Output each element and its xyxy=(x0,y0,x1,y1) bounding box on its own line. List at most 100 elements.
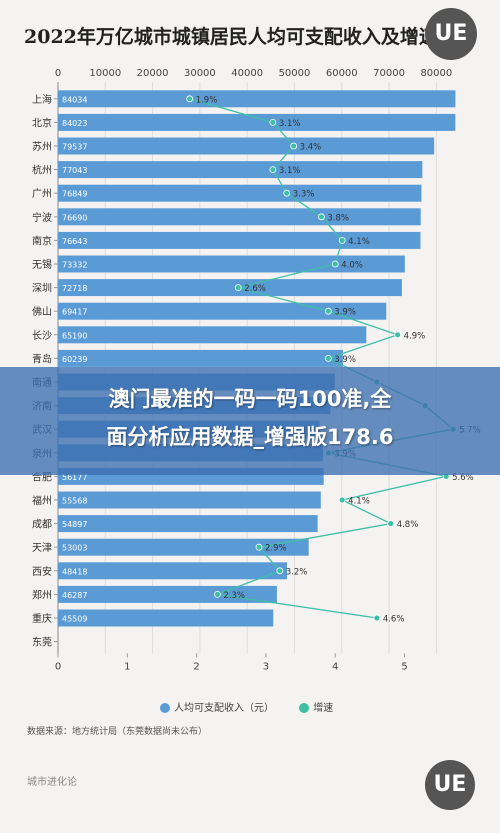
x-top-tick-label: 0 xyxy=(55,68,61,79)
growth-point-label: 2.3% xyxy=(223,591,245,601)
income-bar xyxy=(58,585,277,603)
income-bar xyxy=(58,326,367,344)
chart-title: 2022年万亿城市城镇居民人均可支配收入及增速 xyxy=(24,26,438,48)
income-bar xyxy=(58,184,422,202)
y-category-label: 重庆 xyxy=(32,612,52,625)
growth-point-label: 4.0% xyxy=(341,261,363,271)
growth-point-label: 2.9% xyxy=(265,544,287,554)
income-bar xyxy=(58,279,402,297)
x-top-tick-label: 20000 xyxy=(137,68,169,79)
brand-logo-bottom: UE xyxy=(425,760,475,810)
income-bar xyxy=(58,515,318,533)
y-category-label: 深圳 xyxy=(32,283,52,295)
income-bar-label: 77043 xyxy=(62,166,87,175)
x-bottom-tick-label: 3 xyxy=(263,661,269,672)
y-category-label: 青岛 xyxy=(32,352,52,365)
growth-point-label: 5.6% xyxy=(452,473,474,483)
growth-point xyxy=(324,307,332,315)
y-category-label: 福州 xyxy=(32,494,52,507)
growth-point xyxy=(324,354,332,362)
growth-point xyxy=(269,166,277,174)
y-category-label: 上海 xyxy=(32,93,52,106)
income-bar-label: 45509 xyxy=(62,615,87,624)
y-category-label: 成都 xyxy=(32,519,52,531)
x-top-tick-label: 10000 xyxy=(89,68,121,79)
x-bottom-tick-label: 4 xyxy=(332,661,338,672)
income-bar-label: 79537 xyxy=(62,143,87,152)
banner-line-1: 澳门最准的一码一码100准,全 xyxy=(108,387,392,411)
y-category-label: 佛山 xyxy=(32,305,52,318)
income-bar-label: 60239 xyxy=(62,355,87,364)
growth-point xyxy=(338,496,346,504)
growth-point xyxy=(214,591,221,598)
income-bar xyxy=(58,609,274,627)
overlay-banner-text: 澳门最准的一码一码100准,全 面分析应用数据_增强版178.6 xyxy=(0,380,500,456)
growth-point xyxy=(338,236,346,244)
legend-growth-label: 增速 xyxy=(313,703,334,714)
income-bar-label: 55568 xyxy=(62,497,87,506)
x-top-tick-label: 30000 xyxy=(184,68,216,79)
income-bar-label: 48418 xyxy=(62,567,87,576)
legend-income-label: 人均可支配收入（元） xyxy=(174,703,274,714)
y-category-label: 宁波 xyxy=(32,211,52,224)
growth-point xyxy=(394,331,402,339)
income-bar xyxy=(58,137,435,155)
overlay-banner xyxy=(0,367,500,475)
x-top-tick-label: 80000 xyxy=(420,68,452,79)
y-category-label: 杭州 xyxy=(32,164,52,177)
growth-point-label: 4.1% xyxy=(348,497,370,507)
data-source-note: 数据来源：地方统计局（东莞数据尚未公布） xyxy=(27,727,208,737)
growth-point-label: 3.1% xyxy=(279,166,301,176)
growth-point xyxy=(317,213,325,221)
income-bar xyxy=(58,302,387,320)
x-bottom-tick-label: 2 xyxy=(193,661,199,672)
growth-point xyxy=(290,142,298,150)
growth-point-label: 2.6% xyxy=(244,284,266,294)
income-bar-label: 46287 xyxy=(62,591,87,600)
growth-point xyxy=(373,614,381,622)
growth-point xyxy=(234,284,242,292)
growth-point xyxy=(387,520,395,527)
legend-item-income: 人均可支配收入（元） xyxy=(160,703,277,714)
income-bar xyxy=(58,562,287,580)
growth-point xyxy=(269,119,277,126)
growth-point-label: 3.9% xyxy=(334,308,356,318)
income-bar-label: 73332 xyxy=(62,261,87,270)
growth-point xyxy=(331,260,339,268)
x-top-tick-label: 40000 xyxy=(231,68,263,79)
income-bar-label: 53003 xyxy=(62,544,87,553)
growth-point-label: 3.2% xyxy=(286,567,308,577)
income-bar xyxy=(58,231,421,249)
growth-point-label: 4.6% xyxy=(383,615,405,625)
brand-logo: UE xyxy=(425,8,477,60)
y-category-label: 广州 xyxy=(32,188,52,200)
y-category-label: 苏州 xyxy=(32,140,52,153)
income-bar xyxy=(58,491,321,509)
chart-legend: 人均可支配收入（元） 增速 xyxy=(160,699,355,714)
legend-bar-swatch xyxy=(160,703,170,713)
income-bar-label: 72718 xyxy=(62,284,87,293)
income-bar-label: 84034 xyxy=(62,95,87,104)
growth-point-label: 4.1% xyxy=(348,237,370,247)
y-category-label: 郑州 xyxy=(32,588,52,601)
legend-line-swatch xyxy=(299,703,310,713)
income-bar xyxy=(58,208,421,226)
y-category-label: 天津 xyxy=(32,542,52,554)
income-bar-label: 56177 xyxy=(62,473,87,482)
banner-line-2: 面分析应用数据_增强版178.6 xyxy=(106,425,394,449)
growth-point-label: 3.9% xyxy=(334,355,356,365)
income-bar-label: 76690 xyxy=(62,213,87,222)
growth-point-label: 3.1% xyxy=(279,119,301,129)
growth-point-label: 1.9% xyxy=(196,95,218,105)
income-bar xyxy=(58,349,343,367)
brand-name: 城市进化论 xyxy=(27,777,77,788)
x-top-tick-label: 50000 xyxy=(279,68,311,79)
x-bottom-tick-label: 5 xyxy=(401,661,407,672)
income-bar-label: 84023 xyxy=(62,119,87,128)
y-category-label: 长沙 xyxy=(32,330,52,342)
income-bar-label: 65190 xyxy=(62,331,87,340)
x-bottom-tick-label: 1 xyxy=(124,661,130,672)
growth-point-label: 4.9% xyxy=(404,331,426,341)
income-bar xyxy=(58,90,456,108)
income-bar xyxy=(58,538,309,556)
